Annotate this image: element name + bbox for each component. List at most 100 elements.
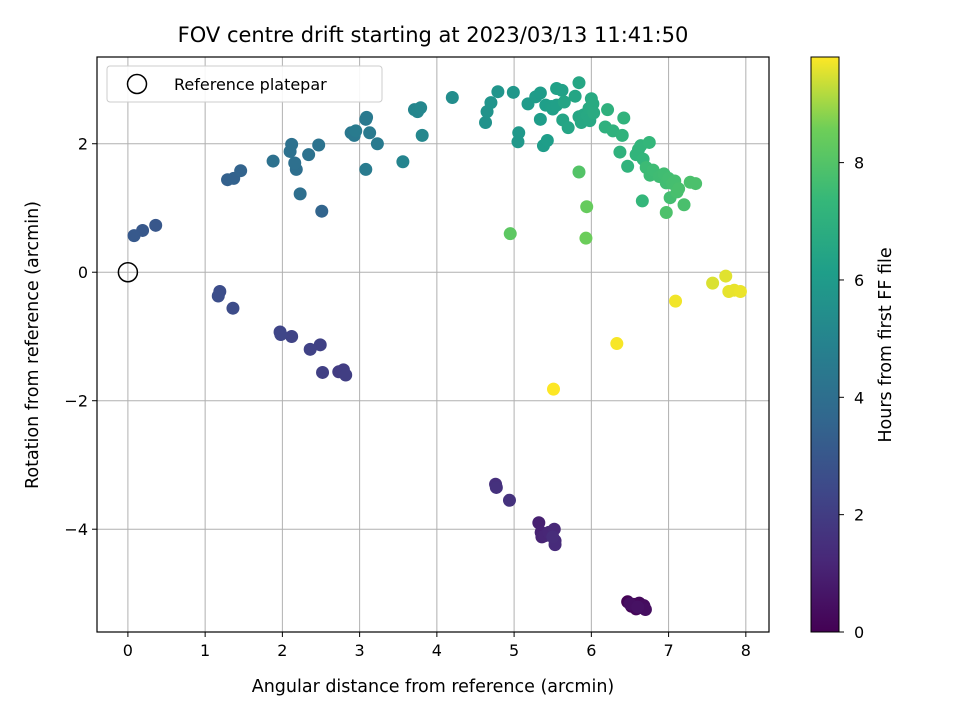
data-point: [370, 137, 384, 151]
colorbar-tick-label: 0: [854, 623, 864, 642]
data-point: [396, 155, 410, 169]
data-point: [540, 134, 554, 148]
data-point: [360, 110, 374, 124]
y-axis-ticks: −4 −2 0 2: [64, 135, 97, 539]
data-point: [733, 284, 747, 298]
data-point: [719, 269, 733, 283]
x-tick-label: 0: [123, 641, 133, 660]
x-tick-label: 4: [432, 641, 442, 660]
data-point: [706, 276, 720, 290]
data-point: [512, 126, 526, 140]
data-point: [303, 342, 317, 356]
data-point: [315, 204, 329, 218]
data-point: [293, 187, 307, 201]
data-point: [506, 85, 520, 99]
y-tick-label: −2: [64, 392, 88, 411]
data-point: [546, 382, 560, 396]
data-point: [316, 365, 330, 379]
legend-reference-marker: [126, 73, 148, 95]
data-point: [211, 289, 225, 303]
data-point: [285, 137, 299, 151]
data-point: [579, 231, 593, 245]
data-point: [557, 95, 571, 109]
x-tick-label: 8: [741, 641, 751, 660]
data-point: [631, 600, 645, 614]
data-point: [415, 128, 429, 142]
colorbar-title: Hours from first FF file: [876, 247, 896, 442]
data-point: [349, 124, 363, 138]
data-point: [580, 200, 594, 214]
chart-title: FOV centre drift starting at 2023/03/13 …: [178, 23, 689, 47]
data-point: [533, 112, 547, 126]
grid-lines: [97, 57, 769, 632]
x-axis-ticks: 0 1 2 3 4 5 6 7 8: [123, 632, 751, 660]
data-point: [617, 111, 631, 125]
y-tick-label: 2: [78, 135, 88, 154]
data-point: [601, 103, 615, 117]
x-tick-label: 5: [509, 641, 519, 660]
data-point: [689, 177, 703, 191]
data-point: [274, 328, 288, 342]
data-point: [659, 205, 673, 219]
colorbar: 0 2 4 6 8 Hours from first FF file: [810, 56, 896, 642]
data-point: [615, 128, 629, 142]
data-point: [339, 368, 353, 382]
colorbar-ticks: 0 2 4 6 8: [839, 154, 864, 642]
data-point: [561, 121, 575, 135]
data-point: [613, 145, 627, 159]
data-point: [313, 338, 327, 352]
data-point: [234, 164, 248, 178]
data-point: [672, 182, 686, 196]
data-point: [568, 89, 582, 103]
reference-platepar-marker: [117, 261, 139, 283]
data-point: [266, 154, 280, 168]
data-point: [533, 86, 547, 100]
data-point: [484, 96, 498, 110]
data-point: [572, 76, 586, 90]
data-point: [489, 480, 503, 494]
data-point: [491, 85, 505, 99]
data-point: [610, 337, 624, 351]
data-point: [312, 138, 326, 152]
colorbar-fill: [810, 56, 840, 633]
data-point: [621, 159, 635, 173]
x-tick-label: 2: [277, 641, 287, 660]
legend: Reference platepar: [106, 65, 383, 103]
data-point: [127, 229, 141, 243]
x-tick-label: 7: [663, 641, 673, 660]
data-point: [635, 194, 649, 208]
data-point: [302, 148, 316, 162]
data-point: [445, 90, 459, 104]
data-point: [669, 294, 683, 308]
y-tick-label: −4: [64, 520, 88, 539]
legend-box: [106, 65, 383, 103]
colorbar-tick-label: 2: [854, 506, 864, 525]
data-point: [479, 116, 493, 130]
plot-frame: [96, 56, 770, 633]
data-points: [117, 76, 747, 617]
x-tick-label: 3: [355, 641, 365, 660]
data-point: [285, 329, 299, 343]
data-point: [677, 198, 691, 212]
y-tick-label: 0: [78, 263, 88, 282]
data-point: [363, 126, 377, 140]
x-tick-label: 1: [200, 641, 210, 660]
data-point: [546, 530, 560, 544]
y-axis-title: Rotation from reference (arcmin): [23, 201, 43, 489]
data-point: [587, 106, 601, 120]
colorbar-tick-label: 8: [854, 154, 864, 173]
data-point: [555, 83, 569, 97]
data-point: [503, 227, 517, 241]
colorbar-tick-label: 4: [854, 388, 864, 407]
data-point: [288, 156, 302, 170]
x-tick-label: 6: [586, 641, 596, 660]
data-point: [149, 218, 163, 232]
x-axis-title: Angular distance from reference (arcmin): [252, 677, 615, 697]
data-point: [226, 301, 240, 315]
data-point: [502, 493, 516, 507]
data-point: [414, 101, 428, 115]
data-point: [642, 135, 656, 149]
data-point: [572, 165, 586, 179]
colorbar-tick-label: 6: [854, 271, 864, 290]
legend-label: Reference platepar: [174, 75, 327, 94]
